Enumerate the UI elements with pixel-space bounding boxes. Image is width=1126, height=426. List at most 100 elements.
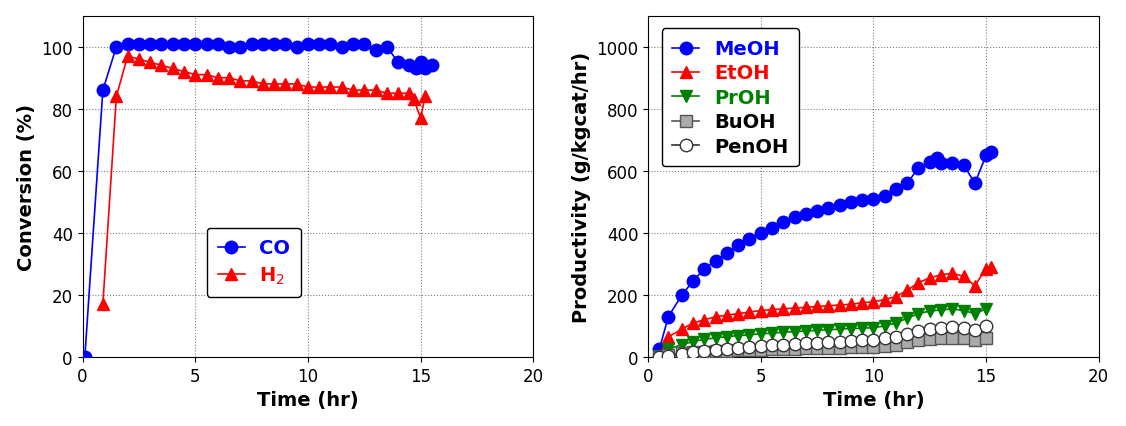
EtOH — [721, 313, 734, 318]
PenOH — [676, 351, 689, 357]
H$_2$ — [267, 82, 280, 87]
PrOH — [923, 309, 937, 314]
H$_2$ — [403, 92, 417, 97]
BuOH — [676, 351, 689, 356]
MeOH — [930, 156, 944, 161]
BuOH — [662, 352, 676, 357]
CO — [301, 42, 314, 47]
Y-axis label: Conversion (%): Conversion (%) — [17, 104, 36, 270]
H$_2$ — [177, 70, 190, 75]
BuOH — [867, 345, 881, 350]
MeOH — [984, 150, 998, 155]
BuOH — [878, 344, 892, 349]
CO — [132, 42, 145, 47]
PenOH — [957, 325, 971, 330]
CO — [403, 63, 417, 69]
EtOH — [687, 321, 700, 326]
EtOH — [980, 266, 993, 271]
PenOH — [844, 339, 858, 344]
H$_2$ — [154, 63, 168, 69]
CO — [154, 42, 168, 47]
H$_2$ — [244, 79, 258, 84]
BuOH — [687, 350, 700, 355]
PrOH — [799, 328, 813, 334]
MeOH — [923, 160, 937, 165]
PenOH — [946, 324, 959, 329]
H$_2$ — [289, 82, 303, 87]
H$_2$ — [278, 82, 292, 87]
BuOH — [890, 342, 903, 347]
CO — [323, 42, 337, 47]
PenOH — [901, 331, 914, 337]
MeOH — [935, 161, 948, 166]
PrOH — [687, 339, 700, 344]
H$_2$ — [109, 95, 123, 100]
PrOH — [811, 328, 824, 333]
PrOH — [788, 329, 802, 334]
CO — [426, 63, 439, 69]
PenOH — [777, 342, 790, 347]
H$_2$ — [392, 92, 405, 97]
H$_2$ — [323, 85, 337, 90]
EtOH — [984, 265, 998, 270]
MeOH — [890, 187, 903, 193]
CO — [120, 42, 134, 47]
EtOH — [856, 300, 869, 305]
CO — [334, 45, 348, 50]
EtOH — [878, 297, 892, 302]
PrOH — [822, 328, 835, 333]
EtOH — [698, 317, 712, 322]
CO — [369, 48, 383, 53]
Line: PrOH: PrOH — [653, 303, 992, 363]
EtOH — [766, 307, 779, 312]
H$_2$ — [358, 88, 372, 93]
PenOH — [968, 328, 982, 333]
MeOH — [822, 206, 835, 211]
PenOH — [698, 348, 712, 354]
PenOH — [856, 338, 869, 343]
EtOH — [709, 314, 723, 320]
PenOH — [811, 340, 824, 345]
BuOH — [766, 347, 779, 352]
PenOH — [867, 337, 881, 343]
PenOH — [890, 334, 903, 340]
PrOH — [912, 311, 926, 317]
EtOH — [867, 299, 881, 305]
H$_2$ — [301, 85, 314, 90]
PrOH — [777, 330, 790, 335]
X-axis label: Time (hr): Time (hr) — [257, 390, 359, 409]
PrOH — [890, 321, 903, 326]
EtOH — [833, 302, 847, 308]
PenOH — [743, 345, 757, 350]
BuOH — [653, 354, 667, 360]
PrOH — [698, 337, 712, 342]
H$_2$ — [381, 92, 394, 97]
H$_2$ — [414, 116, 428, 121]
PenOH — [878, 336, 892, 341]
PrOH — [844, 326, 858, 331]
PrOH — [968, 311, 982, 317]
PenOH — [754, 343, 768, 348]
PrOH — [878, 324, 892, 329]
Line: MeOH: MeOH — [653, 147, 997, 356]
BuOH — [912, 338, 926, 343]
MeOH — [811, 209, 824, 214]
CO — [233, 45, 247, 50]
Line: EtOH: EtOH — [653, 261, 997, 362]
BuOH — [698, 349, 712, 354]
BuOH — [980, 335, 993, 340]
H$_2$ — [199, 73, 213, 78]
PenOH — [980, 324, 993, 329]
PenOH — [822, 340, 835, 345]
PrOH — [754, 331, 768, 337]
H$_2$ — [334, 85, 348, 90]
PrOH — [676, 342, 689, 347]
H$_2$ — [369, 88, 383, 93]
MeOH — [957, 163, 971, 168]
CO — [419, 67, 432, 72]
PrOH — [743, 332, 757, 337]
BuOH — [788, 346, 802, 351]
PenOH — [766, 343, 779, 348]
PrOH — [980, 307, 993, 312]
MeOH — [676, 293, 689, 298]
